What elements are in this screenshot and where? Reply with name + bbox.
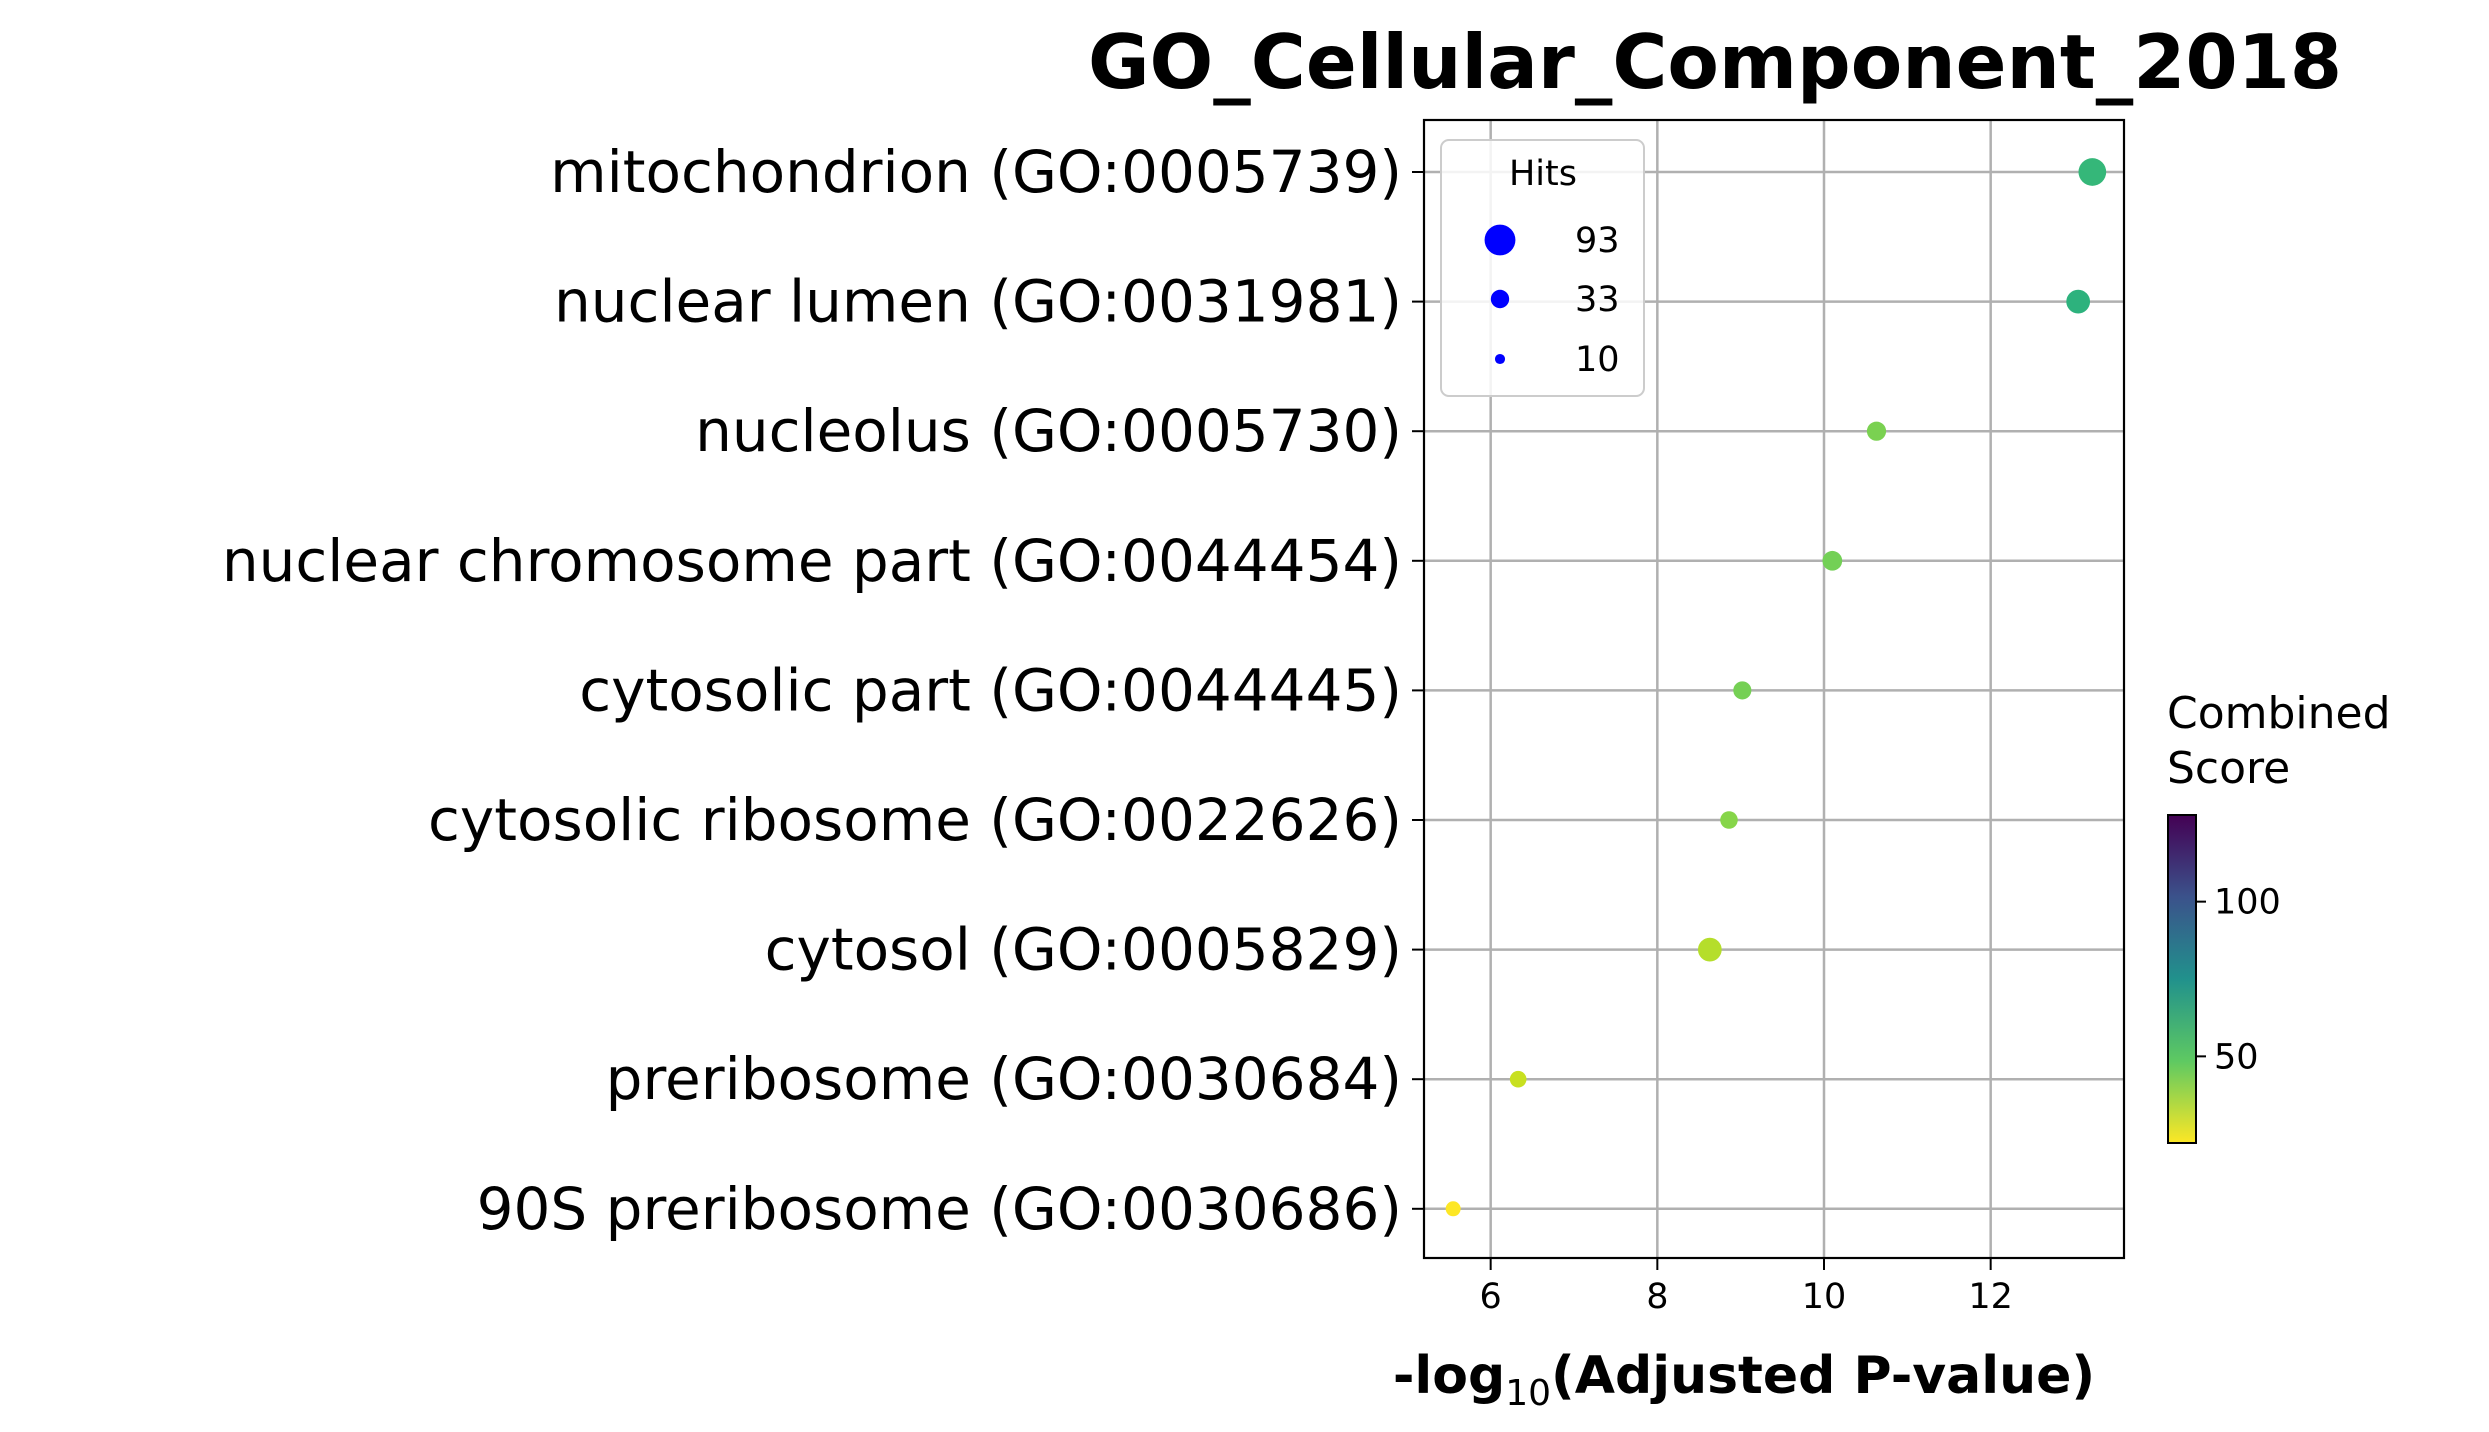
y-tick-label: cytosolic part (GO:0044445) bbox=[579, 656, 1402, 724]
legend-label: 10 bbox=[1575, 340, 1620, 380]
colorbar-title-line1: Combined bbox=[2167, 688, 2391, 739]
y-tick-labels: mitochondrion (GO:0005739) nuclear lumen … bbox=[222, 138, 1424, 1243]
y-tick-label: cytosol (GO:0005829) bbox=[765, 916, 1402, 984]
data-point bbox=[1697, 937, 1722, 962]
y-tick-label: mitochondrion (GO:0005739) bbox=[550, 138, 1402, 206]
colorbar-ticks: 50 100 bbox=[2196, 883, 2281, 1077]
x-axis-label-subscript: 10 bbox=[1505, 1373, 1551, 1414]
legend-label: 93 bbox=[1575, 221, 1620, 261]
colorbar-gradient bbox=[2167, 814, 2197, 1144]
x-axis-label-prefix: -log bbox=[1393, 1346, 1505, 1406]
x-tick-label: 8 bbox=[1646, 1277, 1668, 1317]
x-tick-label: 12 bbox=[1968, 1277, 2013, 1317]
legend-box bbox=[1440, 139, 1645, 397]
x-axis-label-suffix: (Adjusted P-value) bbox=[1551, 1346, 2095, 1406]
plot-frame bbox=[1422, 118, 2126, 1260]
legend-entries: 93 33 10 bbox=[1484, 221, 1620, 380]
data-point bbox=[1509, 1070, 1527, 1088]
x-tick-label: 6 bbox=[1480, 1277, 1502, 1317]
combined-score-colorbar: Combined Score 50 100 bbox=[2167, 688, 2391, 1144]
y-tick-label: nucleolus (GO:0005730) bbox=[695, 397, 1402, 465]
legend-label: 33 bbox=[1575, 280, 1620, 320]
y-tick-label: nuclear chromosome part (GO:0044454) bbox=[222, 527, 1402, 595]
y-tick-label: nuclear lumen (GO:0031981) bbox=[554, 268, 1402, 336]
legend-title: Hits bbox=[1509, 154, 1577, 194]
y-tick-label: preribosome (GO:0030684) bbox=[606, 1045, 1402, 1113]
y-tick-label: 90S preribosome (GO:0030686) bbox=[477, 1175, 1402, 1243]
colorbar-tick-label: 100 bbox=[2214, 883, 2281, 923]
data-points bbox=[1445, 158, 2107, 1217]
data-point bbox=[1445, 1201, 1461, 1217]
data-point bbox=[1822, 550, 1843, 571]
x-tick-label: 10 bbox=[1802, 1277, 1847, 1317]
chart-title: GO_Cellular_Component_2018 bbox=[1088, 18, 2342, 106]
legend-marker bbox=[1490, 289, 1510, 309]
x-tick-labels: 6 8 10 12 bbox=[1480, 1258, 2013, 1317]
legend-marker bbox=[1494, 353, 1506, 365]
data-point bbox=[1866, 421, 1887, 441]
data-point bbox=[1720, 811, 1738, 829]
legend-marker bbox=[1484, 224, 1516, 256]
colorbar-tick-label: 50 bbox=[2214, 1037, 2259, 1077]
x-axis-label: -log10(Adjusted P-value) bbox=[1393, 1346, 2095, 1414]
y-tick-label: cytosolic ribosome (GO:0022626) bbox=[428, 786, 1402, 854]
data-point bbox=[2066, 289, 2091, 314]
hits-legend: Hits 93 33 10 bbox=[1440, 139, 1645, 397]
data-point bbox=[1733, 681, 1752, 700]
colorbar-title-line2: Score bbox=[2167, 743, 2290, 794]
data-point bbox=[2078, 158, 2107, 186]
